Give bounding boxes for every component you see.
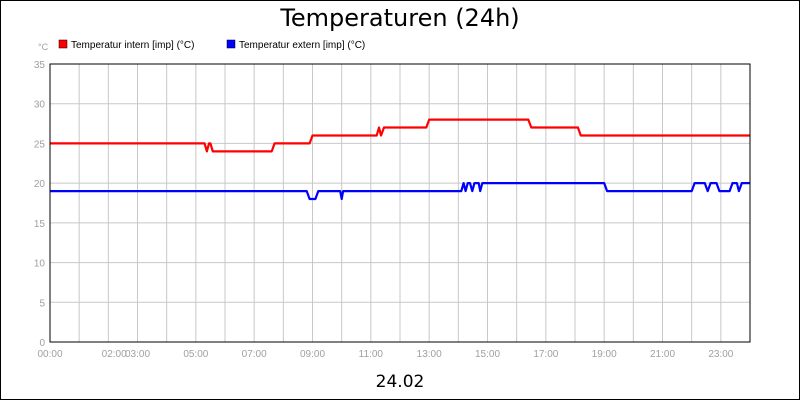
y-tick-label: 25 [34,139,46,150]
x-tick-label: 17:00 [533,349,558,360]
x-tick-label: 19:00 [592,349,617,360]
series-line-extern [50,182,750,201]
series-layer [50,118,750,201]
x-tick-label: 13:00 [417,349,442,360]
x-tick-label: 07:00 [242,349,267,360]
grid [50,64,750,342]
x-tick-label: 05:00 [183,349,208,360]
legend-label-extern: Temperatur extern [imp] (°C) [239,40,365,51]
y-tick-label: 20 [34,179,46,190]
x-tick-label: 15:00 [475,349,500,360]
chart-title: Temperaturen (24h) [279,4,519,32]
x-tick-label: 09:00 [300,349,325,360]
legend: Temperatur intern [imp] (°C) Temperatur … [58,39,365,51]
y-tick-label: 5 [39,298,45,309]
date-label: 24.02 [376,372,425,392]
y-tick-label: 0 [39,338,45,349]
legend-label-intern: Temperatur intern [imp] (°C) [71,40,194,51]
y-tick-label: 30 [34,100,46,111]
plot-area-border [49,63,751,343]
x-tick-label: 23:00 [708,349,733,360]
y-axis-unit: °C [38,42,49,52]
x-tick-label: 21:00 [650,349,675,360]
legend-swatch-intern [58,39,68,49]
x-tick-label: 02:00 [102,349,127,360]
x-tick-label: 03:00 [125,349,150,360]
x-tick-label: 00:00 [37,349,62,360]
y-tick-label: 15 [34,219,46,230]
series-line-intern [50,118,750,153]
x-tick-label: 11:00 [359,349,384,360]
legend-swatch-extern [226,39,236,49]
y-tick-label: 10 [34,259,46,270]
y-tick-label: 35 [34,60,46,71]
y-tick-labels: 0 5 10 15 20 25 30 35 [34,60,46,349]
